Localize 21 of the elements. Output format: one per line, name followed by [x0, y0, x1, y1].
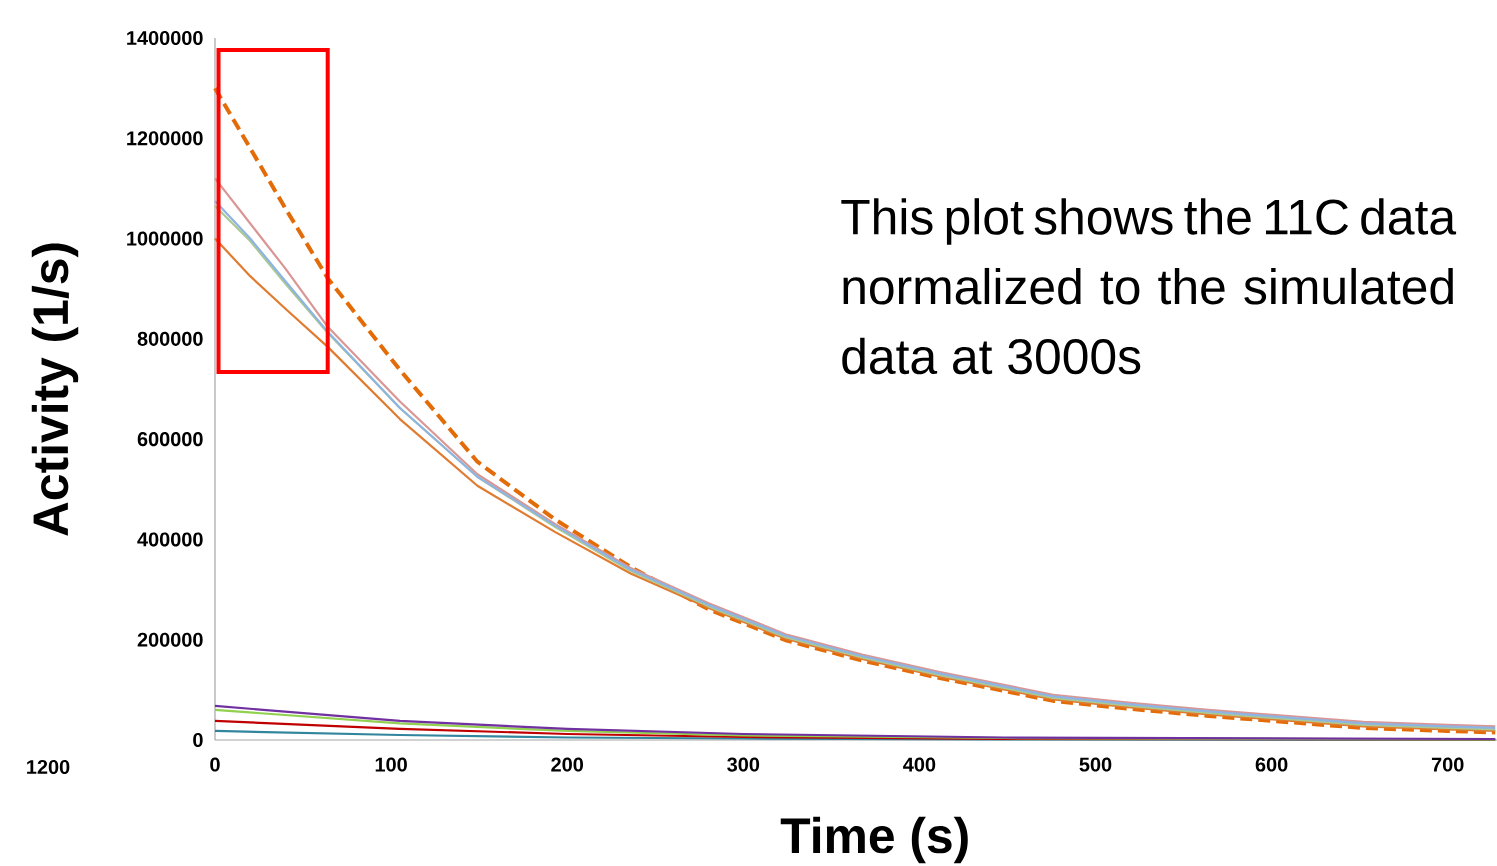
x-axis-title: Time (s) [780, 816, 968, 864]
annotation: This plot shows the 11C data normalized to the simulated data at 3000s [841, 198, 1457, 375]
y-tick-label: 1000000 [127, 231, 203, 246]
y-tick-label: 800000 [137, 331, 203, 346]
x-tick-label: 600 [1255, 757, 1288, 772]
y-tick-label: 1200000 [127, 131, 203, 146]
y-tick-label: 200000 [137, 632, 203, 647]
x-tick-label: 700 [1431, 757, 1464, 772]
x-tick-label: 300 [727, 757, 760, 772]
x-tick-label: 400 [903, 757, 936, 772]
x-tick-label: 100 [375, 757, 407, 772]
x-tick-label: 0 [210, 757, 220, 772]
x-tick-label: 500 [1079, 757, 1112, 772]
y-tick-label: 1400000 [127, 30, 203, 46]
y-tick-label: 600000 [137, 432, 203, 447]
y-tick-label: 0 [193, 732, 203, 748]
y-tick-label: 400000 [137, 532, 203, 547]
x-tick-label: 200 [551, 757, 583, 772]
y-axis-title: Activity (1/s) [31, 243, 79, 536]
line-series [213, 86, 1497, 735]
text: 1200 [27, 759, 70, 775]
